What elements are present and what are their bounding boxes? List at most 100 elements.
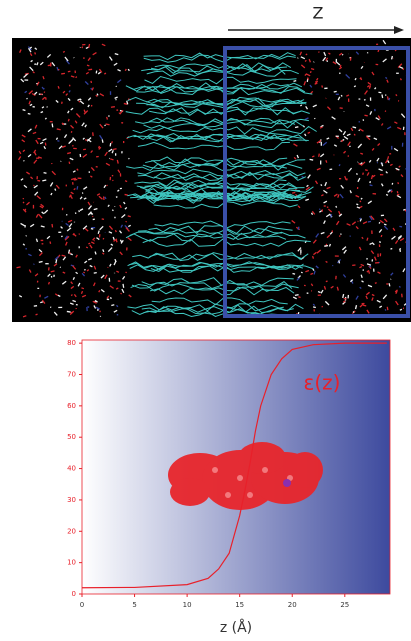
water <box>389 98 390 100</box>
water <box>49 282 50 284</box>
water <box>46 97 47 99</box>
water <box>347 179 348 181</box>
water <box>125 181 127 182</box>
water <box>356 305 357 309</box>
water <box>42 180 46 181</box>
water <box>75 178 76 181</box>
water <box>301 272 302 273</box>
water <box>112 180 113 181</box>
water <box>390 248 392 249</box>
water <box>121 293 122 294</box>
water <box>55 189 56 191</box>
water <box>355 78 356 80</box>
y-tick-label: 30 <box>67 496 76 504</box>
water <box>69 253 70 254</box>
water <box>28 113 31 114</box>
water <box>52 224 53 227</box>
water <box>292 273 295 274</box>
water <box>310 159 314 160</box>
water <box>310 71 311 73</box>
water <box>313 256 314 258</box>
water <box>364 99 365 100</box>
water <box>392 56 393 59</box>
water <box>359 218 361 219</box>
water <box>353 127 357 128</box>
water <box>81 288 83 289</box>
water <box>379 242 381 243</box>
water <box>326 281 328 282</box>
water <box>400 248 401 249</box>
water <box>370 185 373 186</box>
water <box>76 77 77 78</box>
water <box>324 246 328 247</box>
water <box>69 162 70 164</box>
water <box>385 77 387 78</box>
water <box>342 54 343 55</box>
water <box>106 124 110 125</box>
y-tick-label: 60 <box>67 402 76 410</box>
water <box>97 94 98 96</box>
water <box>363 305 366 306</box>
water <box>63 51 65 52</box>
water <box>23 202 24 203</box>
water <box>86 247 88 248</box>
water <box>26 98 27 99</box>
direction-label: Z <box>313 4 324 23</box>
x-tick-label: 0 <box>80 601 84 609</box>
water <box>363 173 364 175</box>
water <box>356 204 358 205</box>
water <box>378 92 381 93</box>
water <box>365 170 368 171</box>
water <box>295 295 299 296</box>
water <box>23 110 26 111</box>
water <box>50 241 51 243</box>
water <box>385 111 386 112</box>
water <box>320 209 321 210</box>
water <box>68 71 71 72</box>
water <box>79 210 80 212</box>
water <box>326 160 327 162</box>
water <box>370 181 371 183</box>
water <box>329 244 330 246</box>
water <box>85 269 86 270</box>
water <box>52 124 53 128</box>
water <box>124 103 127 104</box>
water <box>295 127 298 128</box>
water <box>71 294 72 295</box>
water <box>87 65 89 66</box>
water <box>44 173 47 174</box>
water <box>312 213 313 215</box>
water <box>382 94 383 98</box>
water <box>105 125 106 126</box>
water <box>319 52 320 53</box>
water <box>339 164 340 166</box>
y-tick-label: 10 <box>67 559 76 567</box>
water <box>88 69 92 70</box>
water <box>110 143 111 146</box>
water <box>62 102 63 104</box>
water <box>99 290 100 292</box>
water <box>400 309 402 310</box>
water <box>33 185 34 186</box>
water <box>117 160 118 164</box>
water <box>336 206 337 208</box>
water <box>298 227 299 230</box>
water <box>321 184 322 185</box>
annotation: ε(z) <box>304 371 341 395</box>
water <box>126 221 127 222</box>
water <box>111 297 112 299</box>
water <box>379 222 380 223</box>
x-tick-label: 5 <box>132 601 136 609</box>
water <box>115 230 116 232</box>
water <box>384 224 386 225</box>
water <box>398 182 399 184</box>
water <box>306 54 307 55</box>
y-tick-label: 80 <box>67 339 76 347</box>
water <box>387 307 388 310</box>
water <box>377 162 378 163</box>
water <box>91 88 92 89</box>
water <box>312 156 314 157</box>
water <box>92 216 93 217</box>
water <box>111 305 114 306</box>
water <box>88 243 90 244</box>
